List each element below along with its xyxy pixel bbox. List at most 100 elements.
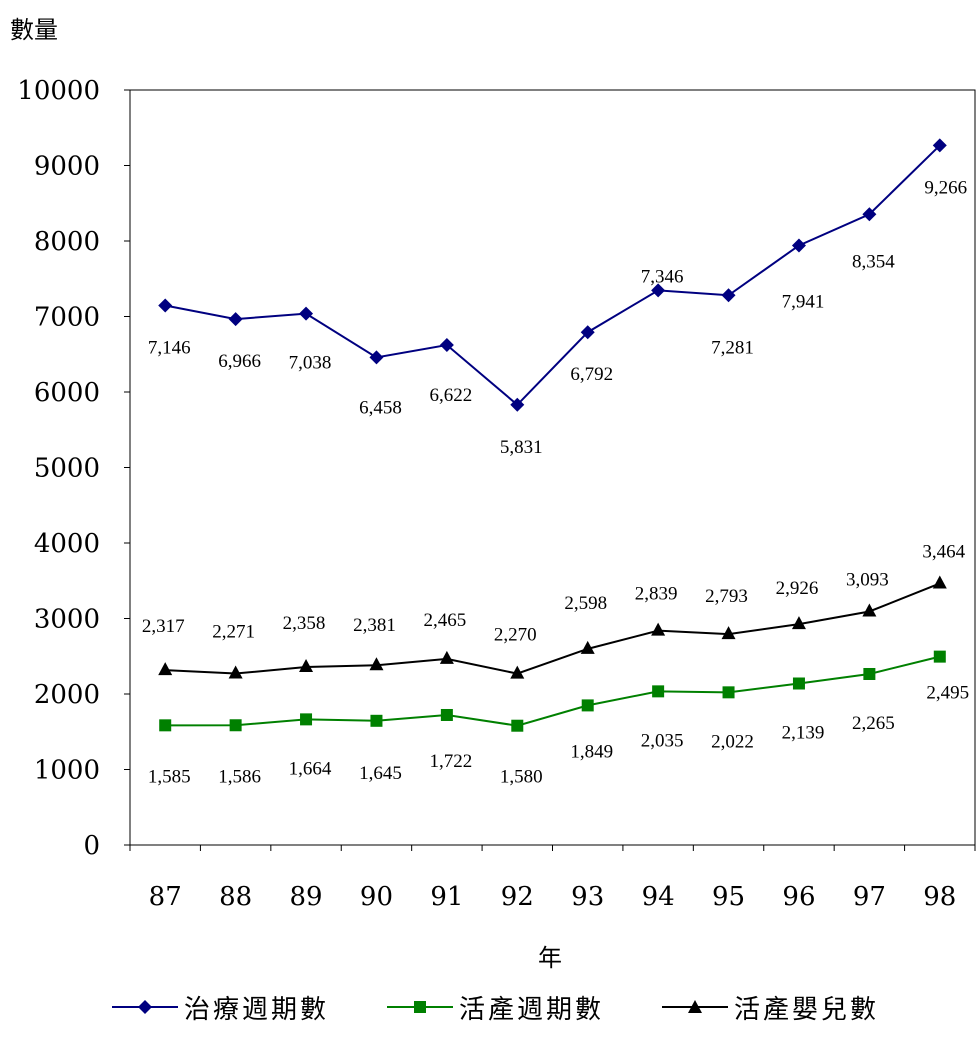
- x-tick-label: 97: [853, 882, 886, 912]
- data-label: 2,270: [494, 625, 537, 646]
- y-tick-label: 2000: [34, 680, 100, 710]
- legend-label-series-2: 活產週期數: [459, 994, 605, 1025]
- y-tick-label: 10000: [17, 76, 100, 106]
- data-point-square: [440, 708, 453, 721]
- legend-marker-square: [387, 1001, 453, 1013]
- y-tick-label: 6000: [34, 378, 100, 408]
- data-point-triangle: [158, 662, 173, 676]
- x-tick-label: 96: [782, 882, 815, 912]
- data-label: 1,580: [500, 767, 543, 788]
- data-label: 2,598: [564, 593, 607, 614]
- x-tick-label: 87: [149, 882, 182, 912]
- data-point-diamond: [721, 288, 736, 303]
- data-point-diamond: [862, 207, 877, 222]
- data-label: 7,146: [148, 337, 191, 358]
- x-tick-label: 88: [219, 882, 252, 912]
- data-label: 7,038: [289, 353, 332, 374]
- data-label: 7,941: [782, 291, 825, 312]
- data-point-diamond: [932, 138, 947, 153]
- data-point-square: [370, 714, 383, 727]
- x-tick-label: 95: [712, 882, 745, 912]
- data-label: 2,271: [212, 622, 255, 643]
- series-line-1: [165, 144, 941, 407]
- legend-marker-triangle: [662, 1000, 728, 1013]
- data-point-diamond: [651, 283, 666, 298]
- data-point-diamond: [439, 338, 454, 353]
- legend-marker-diamond: [112, 1000, 178, 1014]
- x-tick-label: 89: [289, 882, 322, 912]
- x-axis-title: 年: [538, 944, 562, 972]
- data-label: 5,831: [500, 437, 543, 458]
- series-line-2: [165, 655, 941, 727]
- data-point-diamond: [791, 238, 806, 253]
- x-tick-label: 94: [642, 882, 675, 912]
- data-label: 2,381: [353, 615, 396, 636]
- data-point-triangle: [791, 616, 806, 630]
- data-label: 6,966: [218, 351, 261, 372]
- y-tick-label: 8000: [34, 227, 100, 257]
- x-tick-label: 98: [923, 882, 956, 912]
- data-point-diamond: [580, 325, 595, 340]
- y-axis-title: 數量: [10, 16, 58, 44]
- legend-label-series-3: 活產嬰兒數: [734, 994, 880, 1025]
- data-label: 2,139: [782, 723, 825, 744]
- data-point-triangle: [932, 575, 947, 589]
- data-point-square: [652, 685, 665, 698]
- data-point-diamond: [228, 312, 243, 327]
- data-label: 2,793: [705, 586, 748, 607]
- data-point-triangle: [510, 665, 525, 679]
- legend-item-series-3: 活產嬰兒數: [660, 985, 879, 1029]
- data-point-diamond: [158, 298, 173, 313]
- y-tick-label: 5000: [34, 454, 100, 484]
- data-label: 7,281: [711, 337, 754, 358]
- data-point-square: [229, 719, 242, 732]
- data-label: 6,622: [430, 385, 473, 406]
- y-tick-label: 1000: [34, 756, 100, 786]
- data-point-triangle: [369, 657, 384, 671]
- data-label: 1,645: [359, 763, 402, 784]
- data-point-square: [300, 713, 313, 726]
- data-point-triangle: [862, 603, 877, 617]
- data-point-triangle: [721, 626, 736, 640]
- data-point-square: [581, 699, 594, 712]
- data-point-triangle: [228, 665, 243, 679]
- y-tick-label: 4000: [34, 529, 100, 559]
- data-label: 2,317: [142, 616, 185, 637]
- data-label: 2,839: [635, 584, 678, 605]
- data-point-square: [159, 719, 172, 732]
- data-point-diamond: [510, 397, 525, 412]
- y-tick-label: 0: [83, 831, 100, 861]
- x-tick-label: 91: [430, 882, 463, 912]
- legend-item-series-1: 治療週期數: [110, 985, 329, 1029]
- data-label: 9,266: [924, 177, 967, 198]
- data-label: 2,465: [424, 610, 467, 631]
- series-line-3: [165, 582, 941, 675]
- data-point-triangle: [439, 650, 454, 664]
- data-label: 2,358: [283, 613, 326, 634]
- data-point-square: [792, 677, 805, 690]
- data-point-square: [933, 650, 946, 663]
- data-label: 7,346: [641, 266, 684, 287]
- data-label: 2,926: [776, 578, 819, 599]
- data-label: 1,664: [289, 758, 332, 779]
- data-label: 3,464: [922, 541, 965, 562]
- data-label: 6,458: [359, 397, 402, 418]
- y-tick-label: 3000: [34, 605, 100, 635]
- x-tick-label: 90: [360, 882, 393, 912]
- legend-item-series-2: 活產週期數: [385, 985, 604, 1029]
- y-tick-label: 7000: [34, 303, 100, 333]
- data-label: 1,586: [218, 766, 261, 787]
- legend: 治療週期數 活產週期數 活產嬰兒數: [0, 985, 976, 1035]
- data-point-diamond: [369, 350, 384, 365]
- data-label: 6,792: [570, 364, 613, 385]
- legend-label-series-1: 治療週期數: [184, 994, 330, 1025]
- y-tick-label: 9000: [34, 152, 100, 182]
- x-tick-label: 93: [571, 882, 604, 912]
- data-label: 2,035: [641, 730, 684, 751]
- x-tick-label: 92: [501, 882, 534, 912]
- data-label: 3,093: [846, 569, 889, 590]
- data-point-diamond: [299, 306, 314, 321]
- data-point-triangle: [580, 640, 595, 654]
- data-label: 8,354: [852, 251, 895, 272]
